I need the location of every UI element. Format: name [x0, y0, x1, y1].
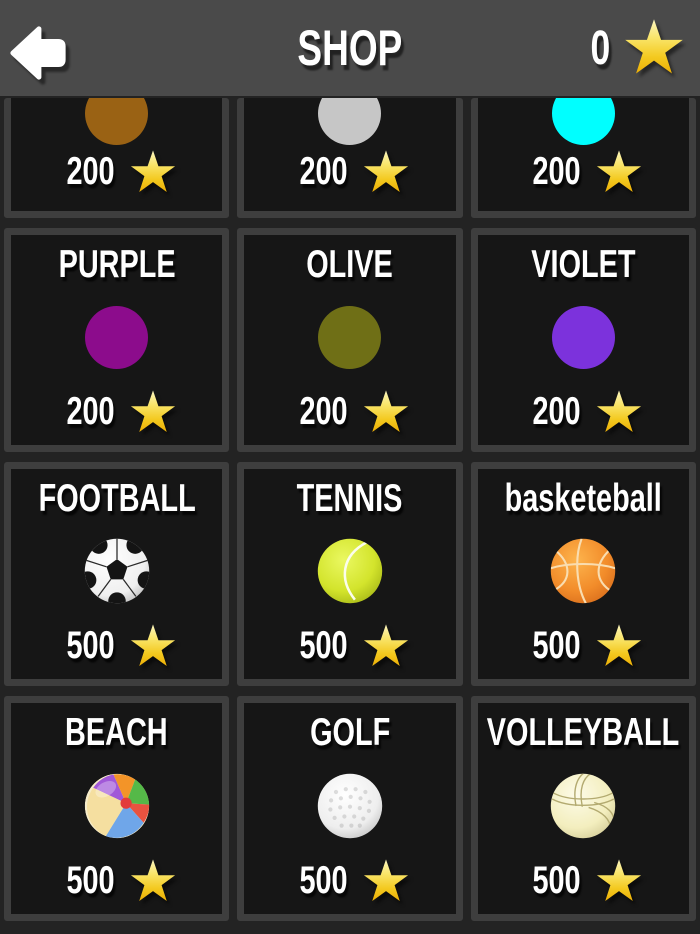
olive-circle-icon: [318, 305, 382, 369]
item-icon: [11, 98, 222, 145]
price-value: 200: [66, 150, 115, 193]
shop-item-cyan[interactable]: 200: [470, 98, 696, 218]
star-icon: [363, 858, 409, 901]
coin-balance: 0: [587, 0, 684, 96]
shop-item-olive[interactable]: OLIVE 200: [237, 228, 463, 452]
price-value: 200: [532, 150, 581, 193]
price-value: 500: [66, 624, 115, 667]
violet-circle-icon: [551, 305, 615, 369]
coin-balance-value: 0: [590, 21, 611, 75]
item-icon: [11, 755, 222, 856]
item-price: 500: [524, 621, 642, 671]
header-bar: SHOP 0: [0, 0, 700, 96]
shop-item-golf[interactable]: GOLF 500: [237, 696, 463, 921]
golf-ball-icon: [317, 773, 383, 838]
item-price: 500: [58, 621, 176, 671]
star-icon: [597, 149, 642, 192]
star-icon: [130, 389, 175, 432]
item-name-label: VIOLET: [531, 243, 636, 286]
purple-circle-icon: [85, 305, 149, 369]
shop-item-violet[interactable]: VIOLET 200: [470, 228, 696, 452]
price-value: 200: [299, 390, 348, 433]
item-icon: [478, 755, 689, 856]
item-name-label: basketeball: [504, 477, 662, 520]
basketball-ball-icon: [548, 536, 618, 606]
back-arrow-icon: [10, 26, 66, 80]
item-price: 500: [291, 621, 409, 671]
item-icon: [11, 287, 222, 387]
shop-item-beach[interactable]: BEACH 500: [4, 696, 230, 921]
item-icon: [244, 287, 455, 387]
item-name-label: OLIVE: [306, 243, 394, 286]
price-value: 200: [299, 150, 348, 193]
star-icon: [130, 858, 175, 901]
shop-item-tennis[interactable]: TENNIS 500: [237, 462, 463, 686]
shop-item-basketball[interactable]: basketeball 500: [470, 462, 696, 686]
item-name-label: GOLF: [309, 711, 391, 754]
item-icon: [478, 521, 689, 621]
item-name-label: TENNIS: [297, 477, 403, 520]
star-icon: [597, 858, 642, 901]
price-value: 500: [532, 859, 581, 902]
back-button[interactable]: [6, 22, 70, 86]
item-name-label: PURPLE: [58, 243, 176, 286]
star-icon: [363, 623, 409, 666]
item-name-label: VOLLEYBALL: [487, 711, 680, 754]
brown-circle-icon: [85, 98, 149, 145]
item-price: 200: [291, 387, 409, 437]
item-icon: [478, 287, 689, 387]
volleyball-ball-icon: [548, 771, 618, 841]
price-value: 500: [532, 624, 581, 667]
star-icon: [597, 389, 642, 432]
item-price: 500: [291, 856, 409, 906]
item-price: 500: [524, 856, 642, 906]
star-icon: [363, 389, 409, 432]
price-value: 500: [299, 859, 348, 902]
page-title: SHOP: [297, 20, 403, 76]
shop-grid: 200 200 200 PURPLE 200: [0, 96, 700, 921]
item-name-label: FOOTBALL: [38, 477, 196, 520]
tennis-ball-icon: [315, 536, 385, 606]
silver-circle-icon: [318, 98, 382, 145]
item-icon: [244, 755, 455, 856]
item-price: 500: [58, 856, 176, 906]
shop-item-purple[interactable]: PURPLE 200: [4, 228, 230, 452]
item-name-label: BEACH: [65, 711, 168, 754]
item-price: 200: [524, 387, 642, 437]
item-price: 200: [58, 387, 176, 437]
item-price: 200: [478, 147, 689, 197]
star-icon: [130, 149, 175, 192]
football-ball-icon: [82, 536, 152, 606]
shop-item-football[interactable]: FOOTBALL 500: [4, 462, 230, 686]
item-price: 200: [244, 147, 455, 197]
star-icon: [363, 149, 409, 192]
star-icon: [597, 623, 642, 666]
beach-ball-icon: [82, 771, 152, 841]
star-icon: [625, 19, 683, 74]
star-icon: [130, 623, 175, 666]
price-value: 500: [299, 624, 348, 667]
price-value: 200: [66, 390, 115, 433]
item-icon: [478, 98, 689, 145]
shop-item-silver[interactable]: 200: [237, 98, 463, 218]
item-price: 200: [11, 147, 222, 197]
item-icon: [244, 521, 455, 621]
cyan-circle-icon: [551, 98, 615, 145]
shop-item-brown[interactable]: 200: [4, 98, 230, 218]
price-value: 500: [66, 859, 115, 902]
item-icon: [11, 521, 222, 621]
shop-item-volleyball[interactable]: VOLLEYBALL 500: [470, 696, 696, 921]
item-icon: [244, 98, 455, 145]
price-value: 200: [532, 390, 581, 433]
